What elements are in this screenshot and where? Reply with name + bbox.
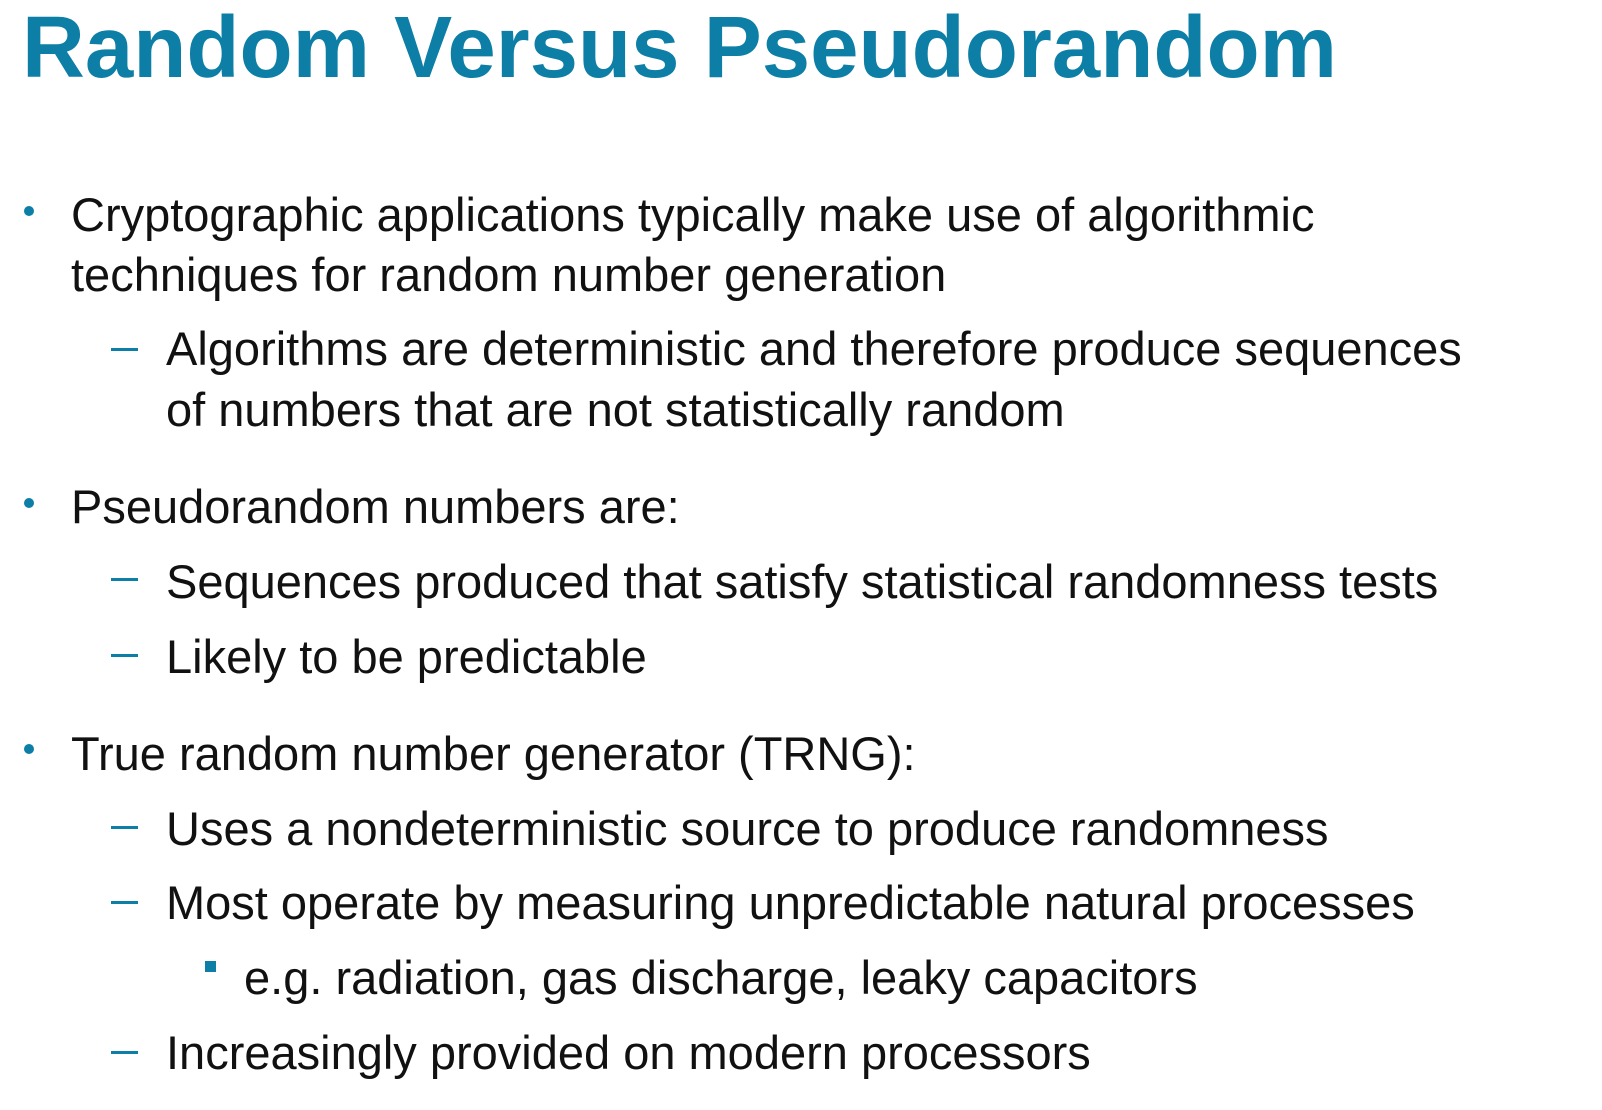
bullet-3-sub-2-detail: e.g. radiation, gas discharge, leaky cap…	[244, 951, 1198, 1004]
dash-icon	[111, 578, 138, 581]
dash-icon	[111, 901, 138, 904]
bullet-1-sub-1-line-1: Algorithms are deterministic and therefo…	[166, 322, 1462, 375]
dash-icon	[111, 826, 138, 829]
dash-icon	[111, 654, 138, 657]
dash-icon	[111, 1051, 138, 1054]
bullet-dot-icon	[24, 744, 34, 754]
slide-title: Random Versus Pseudorandom	[22, 0, 1337, 96]
bullet-2-sub-1: Sequences produced that satisfy statisti…	[166, 555, 1439, 608]
bullet-3-sub-2: Most operate by measuring unpredictable …	[166, 876, 1415, 929]
bullet-1-sub-1-line-2: of numbers that are not statistically ra…	[166, 383, 1065, 436]
bullet-2-line-1: Pseudorandom numbers are:	[71, 480, 680, 533]
bullet-3-sub-1: Uses a nondeterministic source to produc…	[166, 802, 1329, 855]
bullet-dot-icon	[24, 206, 34, 216]
bullet-3-sub-3: Increasingly provided on modern processo…	[166, 1026, 1091, 1079]
square-bullet-icon	[205, 961, 216, 972]
bullet-dot-icon	[24, 498, 34, 508]
bullet-1-line-1: Cryptographic applications typically mak…	[71, 188, 1315, 241]
dash-icon	[111, 348, 138, 351]
bullet-2-sub-2: Likely to be predictable	[166, 630, 647, 683]
bullet-1-line-2: techniques for random number generation	[71, 248, 947, 301]
bullet-3-line-1: True random number generator (TRNG):	[71, 727, 916, 780]
